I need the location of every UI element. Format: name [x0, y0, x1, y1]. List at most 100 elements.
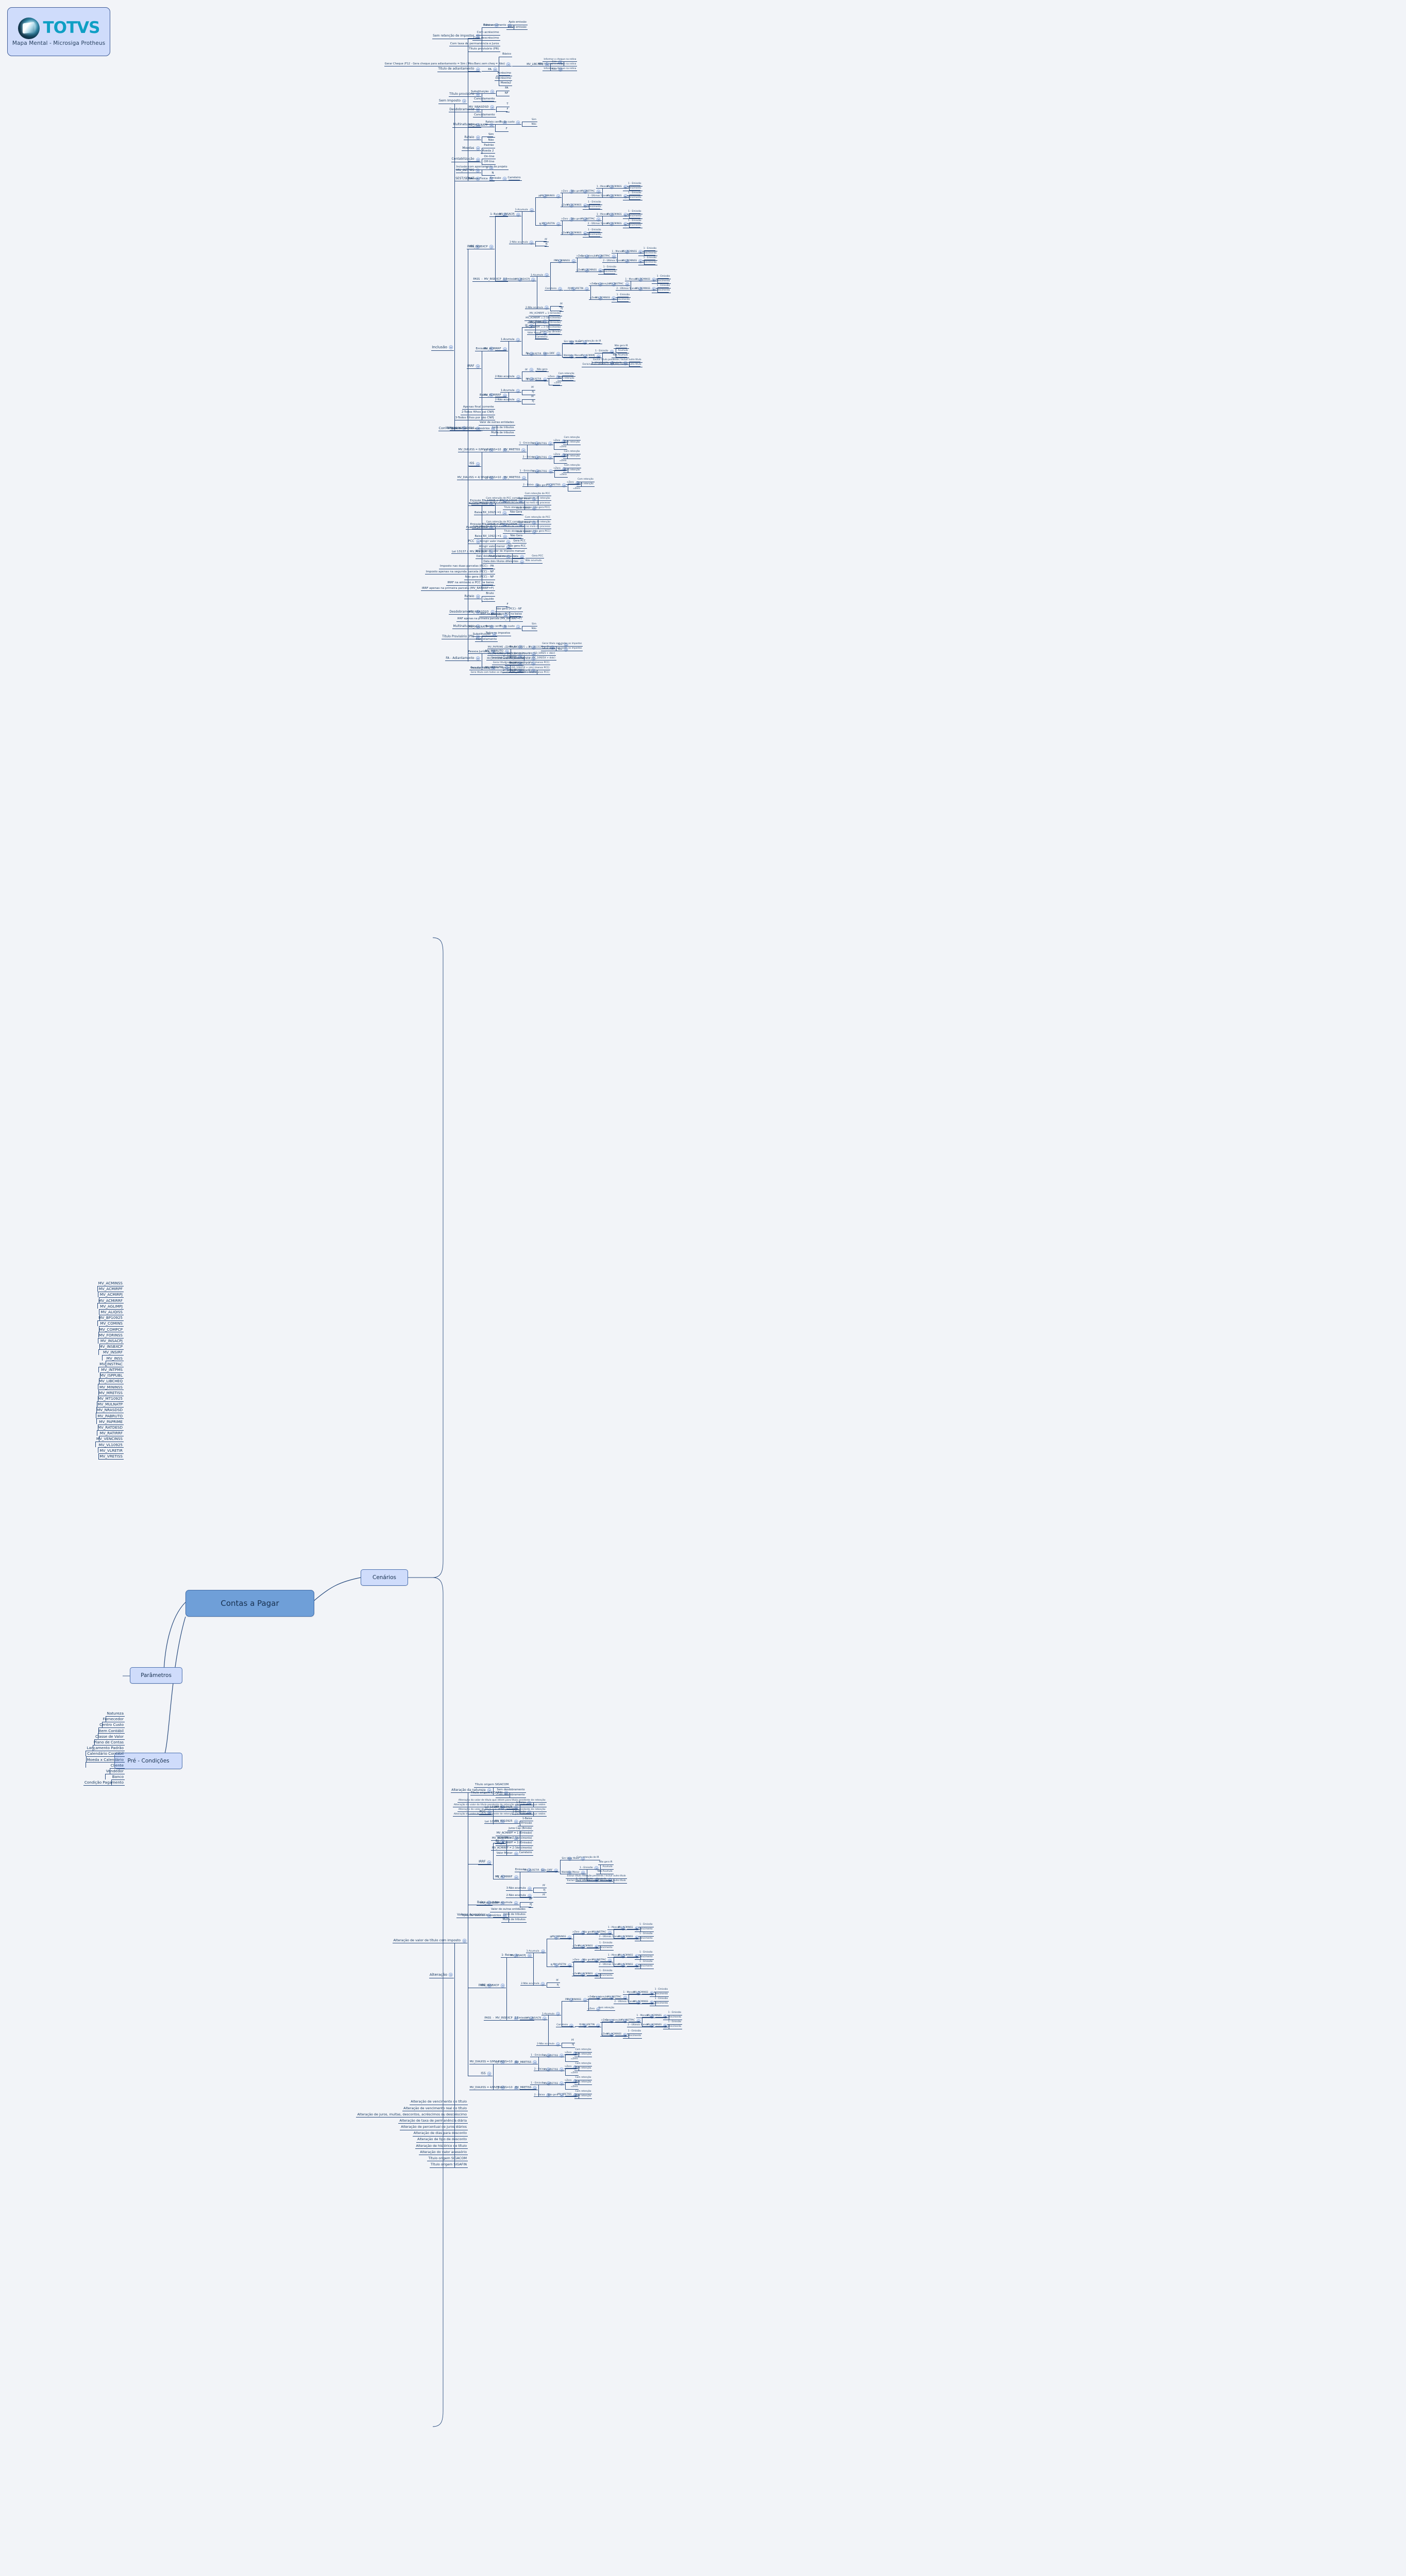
- inclusao-1-1[interactable]: IRRF: [467, 364, 481, 368]
- inclusao-1-0-0-0-0-0-1-0-0-0-0-1-0-0[interactable]: 1 - Emissão: [628, 219, 641, 224]
- collapse-toggle-icon[interactable]: [529, 240, 534, 245]
- inclusao-1-0-0-1-0-0-0-1-0-0-0-0-0-0-0[interactable]: MV_ACMINSS: [635, 278, 656, 282]
- collapse-toggle-icon[interactable]: [583, 340, 587, 345]
- inclusao-0-3[interactable]: Desdobramento: [449, 108, 480, 112]
- collapse-toggle-icon[interactable]: [585, 255, 589, 259]
- collapse-toggle-icon[interactable]: [545, 273, 549, 278]
- inclusao-1-0-0-1-0-0-0-1-0-0-1[interactable]: =Zero: [589, 296, 603, 301]
- collapse-toggle-icon[interactable]: [543, 222, 547, 227]
- inclusao-1-0-0-1-0-0-0-1[interactable]: Carreteiro: [545, 287, 563, 292]
- inclusao-1-0-0-1-0-0-0-1-0-0-0-0-0-1[interactable]: 2 - Últimos 5 anos: [616, 287, 643, 292]
- alteracao[interactable]: Alteração: [430, 1973, 453, 1977]
- inclusao-1-0-0-0-0-0-0-0-1-0[interactable]: MV_ACMINSS: [567, 204, 588, 208]
- inclusao-0-7-0[interactable]: On-line: [484, 155, 494, 159]
- inclusao-0-9-0-0-0[interactable]: Carreteiro: [508, 176, 521, 180]
- inclusao-1-0-0-0-0-0-0[interactable]: PF: [538, 194, 547, 199]
- alteracao-0-5-0-1-0-0-0-1-0-0-0-0-0[interactable]: MV_INSTPAC: [621, 2019, 641, 2023]
- inclusao-1-1-0-0-0-1-0-0-0-0[interactable]: Valor Maior: [569, 340, 588, 345]
- collapse-toggle-icon[interactable]: [583, 217, 587, 222]
- alteracao-0-5-0-0-0-0-0-0-0-0-0[interactable]: MV_INSTPAC: [592, 1930, 612, 1935]
- collapse-toggle-icon[interactable]: [476, 244, 480, 249]
- collapse-toggle-icon[interactable]: [476, 34, 480, 39]
- collapse-toggle-icon[interactable]: [558, 287, 563, 292]
- collapse-toggle-icon[interactable]: [476, 67, 480, 72]
- alteracao-0-5-0-1-0-0-0-0-0[interactable]: MV_MININSS: [567, 1998, 588, 2003]
- inclusao-1-0-0-1-0-0-0-0-0-0-0-0-1[interactable]: 2 - Últimos 5 anos: [603, 259, 630, 264]
- inclusao-1-0-0-0-0-0-0-0-1[interactable]: =Zero: [561, 204, 574, 208]
- inclusao-1-1-0-0-0-1[interactable]: PJ: [526, 351, 534, 356]
- inclusao-1-1-0-0-0-1-0-0-1-0-0-0-0[interactable]: Não gera IR: [615, 345, 628, 349]
- inclusao-1-1-0-0-0-1-0-0-1-0-0-0[interactable]: 1 - Emissão: [595, 349, 614, 354]
- inclusao-1-0-0-0-0-0-1-0[interactable]: MV_VRETIN: [542, 222, 561, 227]
- inclusao-1-5-0[interactable]: Bruto: [486, 592, 494, 596]
- inclusao-1-0-0-1-0-0-0-1-0-0-0-0-0-1-0[interactable]: MV_ACMINSS: [635, 287, 656, 292]
- inclusao-1-0-0-1-0-0-0-0-0-0-0-0-0-0-0[interactable]: 1 - Emissão: [643, 247, 656, 251]
- inclusao-0-0-3[interactable]: Com taxa de permanência e Juros: [450, 42, 499, 46]
- alteracao-0-5-0-1-0-0-0-1-0-0[interactable]: MV_VRETIN: [582, 2023, 601, 2028]
- inclusao-1-0-0-1-0-0-0-1-0-0-0-0-0-1-0-0[interactable]: 1 - Emissão: [657, 284, 670, 289]
- alteracao-8[interactable]: Alteração de histórico de título: [416, 2144, 467, 2148]
- collapse-toggle-icon[interactable]: [638, 278, 643, 282]
- inclusao-0-6-1[interactable]: Moeda 2: [482, 149, 494, 153]
- collapse-toggle-icon[interactable]: [558, 259, 563, 264]
- collapse-toggle-icon[interactable]: [596, 190, 601, 194]
- inclusao-0-3-0-0[interactable]: T: [506, 103, 508, 107]
- collapse-toggle-icon[interactable]: [638, 259, 643, 264]
- inclusao-0-1-0-1[interactable]: Gerar Cheque (F12 - Gera cheque para adi…: [385, 62, 511, 67]
- inclusao-0-1-0-1-0-0-0[interactable]: Informar o cheque na rotina: [544, 58, 576, 61]
- inclusao-0-8-1[interactable]: N: [492, 172, 494, 175]
- collapse-toggle-icon[interactable]: [569, 190, 574, 194]
- alteracao-0-5-0-0-0-0-1-0[interactable]: MV_VRETIN: [553, 1963, 572, 1968]
- alteracao-4[interactable]: Alteração de taxa de permanência diária: [399, 2119, 467, 2123]
- inclusao-1-0-0-0-0-0-0-0-0-0-0-0[interactable]: 1 - Mensal: [597, 185, 615, 190]
- inclusao-1-4-7[interactable]: IRRF apenas na primeira parcela (MV_RATI…: [422, 587, 494, 590]
- collapse-toggle-icon[interactable]: [609, 222, 614, 227]
- collapse-toggle-icon[interactable]: [638, 287, 643, 292]
- inclusao-0-2-0-1[interactable]: NF: [505, 92, 509, 96]
- inclusao-1-0-0-0-0-1[interactable]: 2-Não acumula: [510, 240, 534, 245]
- alteracao-5[interactable]: Alteração de percentual de juros diários: [401, 2125, 467, 2129]
- collapse-toggle-icon[interactable]: [556, 194, 561, 199]
- inclusao-1-4-5[interactable]: Não gera (PCC) - NF: [465, 575, 494, 579]
- collapse-toggle-icon[interactable]: [585, 287, 589, 292]
- collapse-toggle-icon[interactable]: [556, 222, 561, 227]
- inclusao-0-5-0[interactable]: Sim: [488, 133, 494, 137]
- inclusao-0-4-0-1[interactable]: F: [506, 127, 507, 131]
- alteracao-2[interactable]: Alteração de vencimento real do título: [403, 2106, 467, 2111]
- inclusao-1-0-0-1-0-0-0-0[interactable]: PF: [554, 259, 563, 264]
- collapse-toggle-icon[interactable]: [596, 354, 601, 359]
- collapse-toggle-icon[interactable]: [462, 99, 466, 104]
- inclusao-1-0-0-1-0-0-0-0-0-0[interactable]: >Zero: [576, 255, 589, 259]
- inclusao-0-6-0[interactable]: Padrão: [484, 144, 494, 147]
- inclusao-1-0-0-0-0-0-1-0-1[interactable]: =Zero: [561, 231, 574, 236]
- inclusao-1-1-3[interactable]: 2-Todos filhos pai CNPJ: [462, 411, 494, 414]
- inclusao-1-0-0-0-0-0-1-0-0-0-0-1[interactable]: 2 - Últimos 5 anos: [588, 222, 615, 227]
- collapse-toggle-icon[interactable]: [569, 354, 574, 359]
- inclusao-0-0-1[interactable]: Com acréscimo: [477, 31, 499, 35]
- collapse-toggle-icon[interactable]: [462, 426, 466, 431]
- collapse-toggle-icon[interactable]: [558, 67, 563, 72]
- collapse-toggle-icon[interactable]: [583, 190, 587, 194]
- collapse-toggle-icon[interactable]: [612, 296, 616, 301]
- collapse-toggle-icon[interactable]: [543, 319, 547, 324]
- inclusao-1-1-0-0-0-1-0-0-1-0-0-0-2[interactable]: Não Acumula: [613, 354, 628, 358]
- inclusao-1-0-0-1-0-0-0-1-0-0-1-0[interactable]: MV_ACMINSS: [595, 296, 616, 301]
- collapse-toggle-icon[interactable]: [449, 1973, 453, 1977]
- collapse-toggle-icon[interactable]: [569, 217, 574, 222]
- collapse-toggle-icon[interactable]: [556, 352, 561, 357]
- inclusao-1-0-0-0-0-0-0-0-0[interactable]: >Zero: [561, 190, 574, 194]
- inclusao-1-0-0-0-0-1-1[interactable]: PJ: [546, 243, 548, 246]
- inclusao-1-1-0-0-0-1-0-0-1-0[interactable]: Valor Menor: [568, 354, 587, 359]
- collapse-toggle-icon[interactable]: [476, 168, 480, 173]
- collapse-toggle-icon[interactable]: [625, 259, 630, 264]
- alteracao-10[interactable]: Título origem SIGACOM: [428, 2156, 467, 2161]
- inclusao-1-1-0-0-0-0-0-1[interactable]: MV_ACMIRPF = 2 (Vencimento): [526, 317, 561, 321]
- collapse-toggle-icon[interactable]: [476, 595, 480, 599]
- collapse-toggle-icon[interactable]: [569, 231, 574, 236]
- inclusao-1-0-0-1-0-0-0-1-0-0-0-0-0[interactable]: MV_INSTPAC: [609, 282, 630, 287]
- collapse-toggle-icon[interactable]: [598, 282, 603, 287]
- collapse-toggle-icon[interactable]: [529, 208, 534, 212]
- collapse-toggle-icon[interactable]: [596, 217, 601, 222]
- alteracao-0-0-0[interactable]: Título origem SIGACOM: [475, 1783, 509, 1787]
- collapse-toggle-icon[interactable]: [583, 231, 587, 236]
